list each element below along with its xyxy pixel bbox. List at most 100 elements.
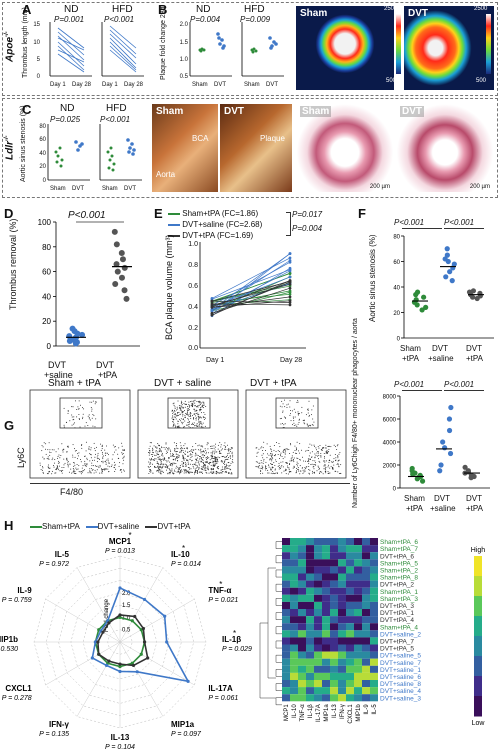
panel-h-heat-cell — [370, 644, 378, 652]
panel-g-flow-dot — [269, 459, 271, 461]
panel-g-flow-dot — [61, 467, 63, 469]
panel-g-flow-dot — [84, 469, 86, 471]
panel-g-flow-dot — [232, 462, 234, 464]
panel-g-flow-dot — [276, 441, 278, 443]
panel-g-flow-dot — [215, 451, 217, 453]
panel-g-flow-dot — [54, 459, 56, 461]
panel-g-flow-dot — [91, 417, 93, 419]
panel-g-flow-dot — [167, 451, 169, 453]
panel-g-flow-dot — [262, 462, 264, 464]
panel-h-axis-p: P = 0.972 — [39, 561, 69, 568]
panel-g-flow-dot — [198, 418, 200, 420]
panel-g-flow-dot — [300, 470, 302, 472]
panel-g-flow-dot — [260, 447, 262, 449]
panel-g-flow-dot — [192, 415, 194, 417]
panel-g-flow-dot — [200, 445, 202, 447]
panel-h-heat-cell — [306, 672, 314, 680]
panel-g-flow-dot — [227, 472, 229, 474]
panel-h-heat-cell — [314, 651, 322, 659]
panel-g-flow-dot — [101, 448, 103, 450]
panel-g-flow-dot — [220, 446, 222, 448]
panel-g-flow-dot — [175, 458, 177, 460]
panel-g-flow-dot — [176, 406, 178, 408]
panel-g-flow-dot — [206, 460, 208, 462]
panel-g-flow-dot — [322, 447, 324, 449]
panel-b-scale-hi-1: 2500 — [384, 6, 398, 12]
panel-g-flow-dot — [43, 458, 45, 460]
panel-g-flow-dot — [194, 408, 196, 410]
panel-g-flow-dot — [172, 454, 174, 456]
panel-g-flow-dot — [158, 451, 160, 453]
panel-g-flow-dot — [280, 466, 282, 468]
panel-h-spoke — [45, 598, 121, 643]
panel-e-p1: P=0.017 — [292, 210, 323, 219]
panel-g-flow-dot — [53, 449, 55, 451]
panel-g-flow-dot — [189, 450, 191, 452]
panel-h-heat-cell — [370, 566, 378, 574]
panel-g-flow-dot — [273, 462, 275, 464]
panel-g-flow-dot — [191, 459, 193, 461]
panel-g-flow-dot — [77, 453, 79, 455]
panel-e-axes — [199, 242, 306, 349]
panel-g-flow-dot — [175, 462, 177, 464]
panel-g-flow-dot — [204, 467, 206, 469]
panel-g-tick: 4000 — [383, 441, 397, 447]
panel-g-flow-dot — [165, 464, 167, 466]
panel-g-flow-dot — [224, 442, 226, 444]
panel-d-point — [113, 261, 120, 268]
panel-g-flow-dot — [282, 449, 284, 451]
panel-g-flow-dot — [71, 414, 73, 416]
panel-g-flow-dot — [208, 472, 210, 474]
panel-g-flow-dot — [214, 459, 216, 461]
panel-g-flow-dot — [308, 455, 310, 457]
panel-g-flow-dot — [279, 418, 281, 420]
panel-h-heat-cell — [306, 623, 314, 631]
panel-g-flow-dot — [179, 420, 181, 422]
panel-g-flow-dot — [154, 458, 156, 460]
panel-e-point — [288, 295, 292, 299]
panel-g-flow-dot — [76, 469, 78, 471]
panel-h-heat-cell — [354, 538, 362, 546]
panel-g-flow-dot — [184, 406, 186, 408]
panel-g-x1a: Sham — [404, 494, 425, 503]
panel-g-flow-dot — [173, 411, 175, 413]
panel-g-flow-dot — [293, 417, 295, 419]
panel-g-flow-dot — [211, 471, 213, 473]
panel-d-point — [123, 295, 130, 302]
panel-g-flow-dot — [278, 442, 280, 444]
panel-g-flow-dot — [198, 402, 200, 404]
panel-g-flow-dot — [187, 459, 189, 461]
panel-g-flow-dot — [184, 420, 186, 422]
panel-label-h: H — [4, 518, 14, 533]
panel-g-flow-dot — [270, 452, 272, 454]
panel-g-flow-dot — [151, 442, 153, 444]
panel-h-heat-cell — [306, 573, 314, 581]
panel-g-flow-dot — [95, 418, 97, 420]
panel-g-flow-dot — [195, 459, 197, 461]
panel-g-flow-dot — [225, 471, 227, 473]
panel-label-a: A — [22, 2, 32, 17]
panel-g-flow-dot — [164, 466, 166, 468]
panel-c-p1: P=0.025 — [50, 115, 81, 124]
panel-h-heat-cell — [362, 566, 370, 574]
panel-g-flow-dot — [160, 450, 162, 452]
panel-g-flow-dot — [84, 465, 86, 467]
panel-g-flow-dot — [181, 421, 183, 423]
panel-g-flow-dot — [295, 472, 297, 474]
panel-h-heat-col-label: TNF-α — [300, 704, 306, 722]
panel-g-flow-dot — [84, 455, 86, 457]
panel-g-flow-dot — [95, 401, 97, 403]
panel-g-flow-dot — [213, 464, 215, 466]
panel-g-flow-dot — [63, 467, 65, 469]
panel-h-heat-cell — [370, 630, 378, 638]
panel-e-series-line — [211, 280, 291, 316]
panel-g-flow-dot — [298, 412, 300, 414]
panel-g-flow-dot — [78, 400, 80, 402]
panel-g-flow-dot — [59, 470, 61, 472]
panel-a-lines — [57, 25, 137, 73]
panel-g-flow-dot — [174, 459, 176, 461]
panel-g-flow-dot — [80, 473, 82, 475]
panel-g-flow-dot — [194, 469, 196, 471]
panel-h-heat-cell — [354, 587, 362, 595]
panel-g-flow-dot — [179, 442, 181, 444]
